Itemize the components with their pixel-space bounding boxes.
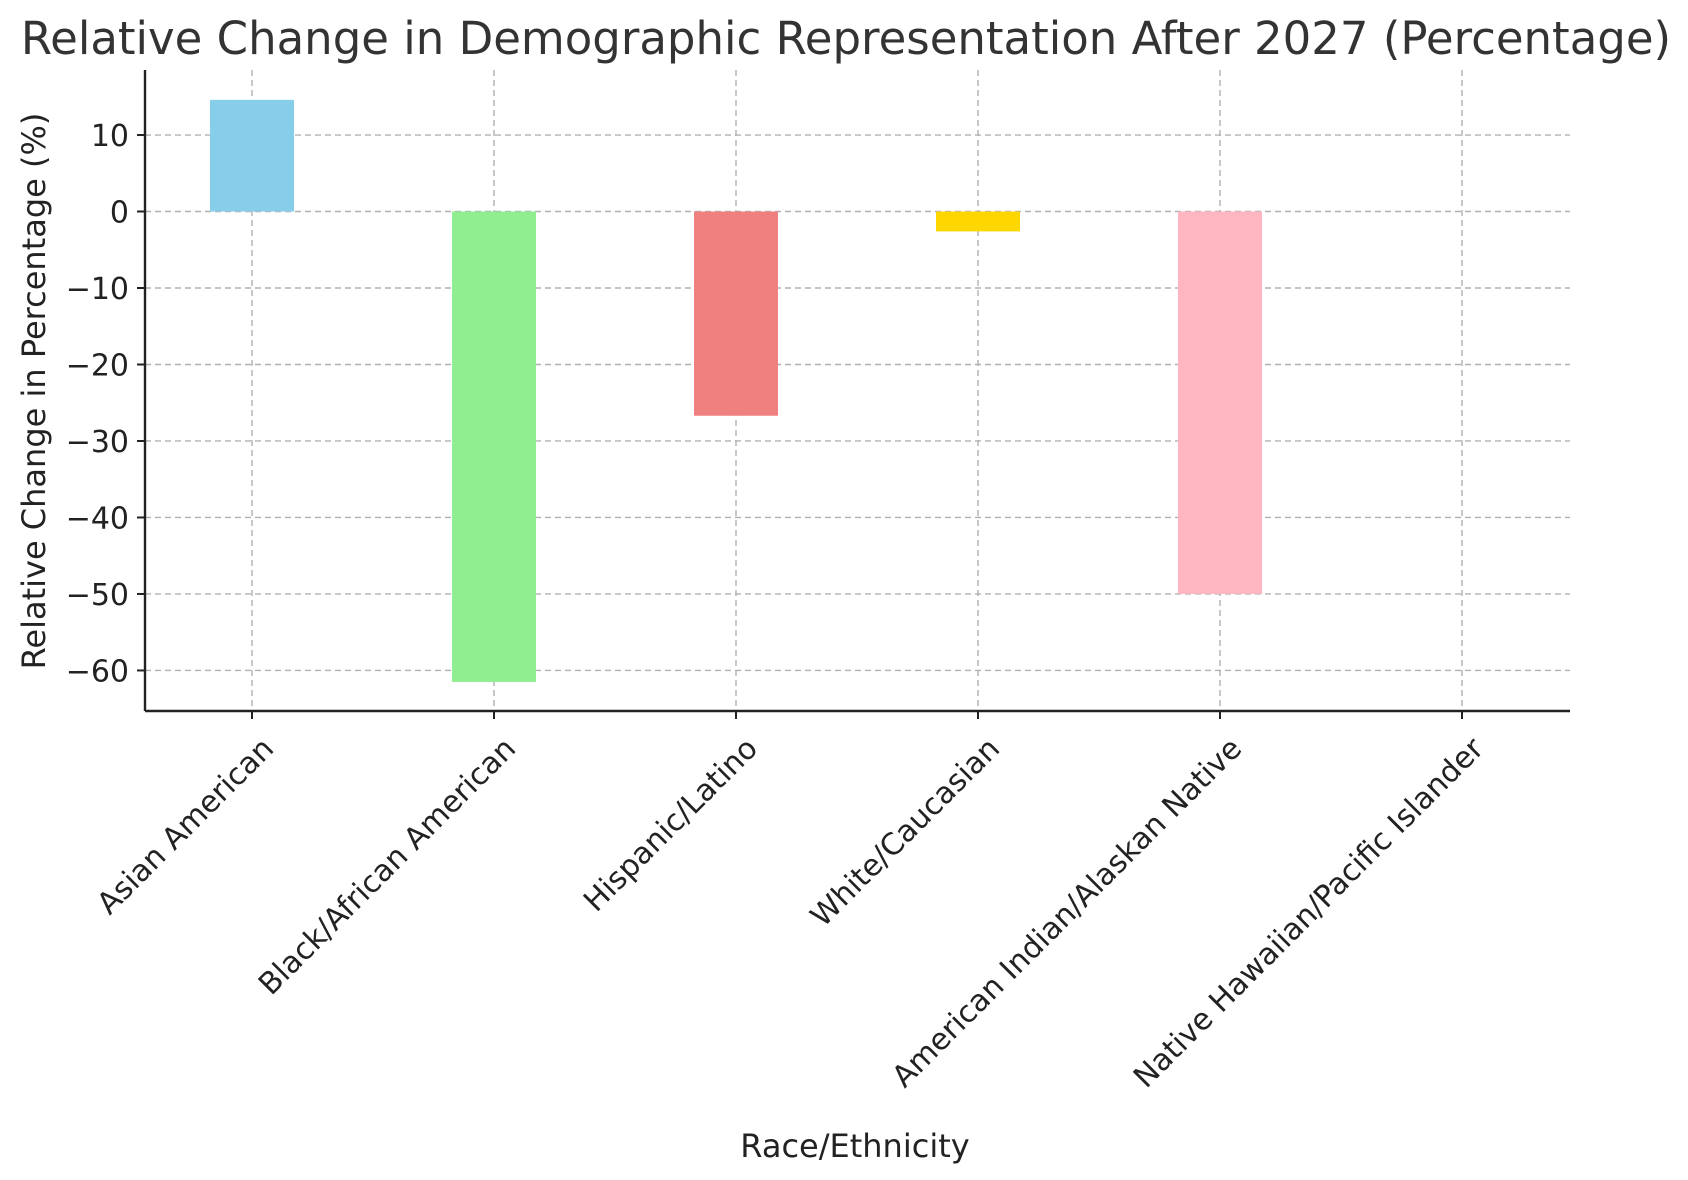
y-tick-label: −20 (66, 348, 129, 383)
x-axis-label: Race/Ethnicity (740, 1127, 969, 1165)
bar (694, 211, 778, 416)
gridlines (145, 70, 1570, 711)
y-tick-label: −30 (66, 425, 129, 460)
y-axis-label: Relative Change in Percentage (%) (15, 113, 53, 670)
bar (210, 99, 294, 212)
chart-title: Relative Change in Demographic Represent… (21, 12, 1671, 65)
x-tick-label: Asian American (91, 731, 281, 921)
x-tick-label: Hispanic/Latino (577, 731, 765, 919)
y-tick-label: −50 (66, 578, 129, 613)
bar (1178, 211, 1262, 594)
y-tick-label: 10 (91, 119, 129, 154)
bars (210, 99, 1262, 682)
axes (143, 70, 1570, 713)
bar (452, 211, 536, 682)
x-tick-label: Black/African American (252, 731, 523, 1002)
y-tick-label: −60 (66, 654, 129, 689)
y-axis-ticks: 10 0 −10 −20 −30 −40 −50 −60 (66, 119, 145, 689)
y-tick-label: −40 (66, 501, 129, 536)
x-tick-label: White/Caucasian (804, 731, 1007, 934)
y-tick-label: −10 (66, 272, 129, 307)
bar (936, 211, 1020, 232)
y-tick-label: 0 (110, 196, 129, 231)
